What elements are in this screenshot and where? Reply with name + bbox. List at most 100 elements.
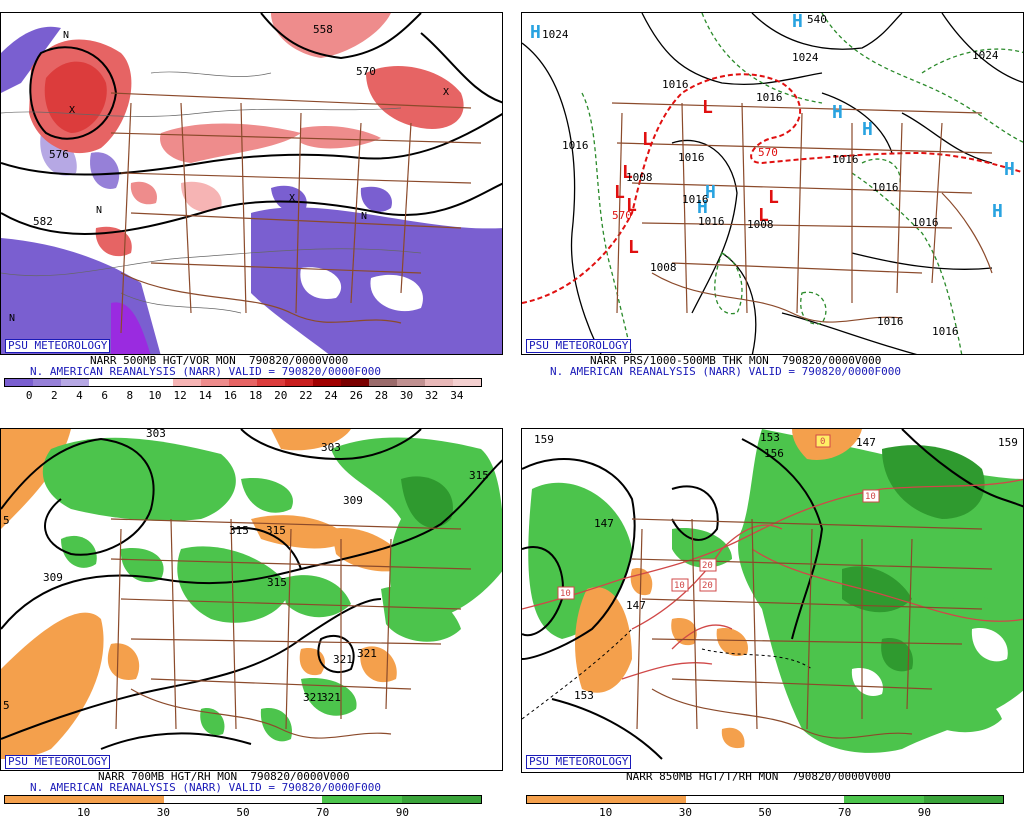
svg-text:159: 159 <box>534 433 554 446</box>
colorbar-tick-label: 50 <box>758 806 772 819</box>
svg-text:0: 0 <box>820 437 825 447</box>
svg-text:303: 303 <box>321 441 341 454</box>
svg-text:1016: 1016 <box>877 315 904 328</box>
colorbar-swatch <box>145 379 173 386</box>
colorbar-tick-label: 2 <box>51 389 58 402</box>
colorbar-swatch <box>764 796 845 803</box>
panel-850mb-t-rh: 159 159 153 156 147 147 147 153 0 10 10 … <box>521 428 1024 773</box>
svg-text:159: 159 <box>998 436 1018 449</box>
low-pressure-marker: L <box>642 129 653 150</box>
svg-text:N: N <box>9 313 15 324</box>
high-pressure-marker: H <box>530 22 541 43</box>
colorbar-tick-label: 14 <box>198 389 212 402</box>
svg-text:20: 20 <box>702 581 713 591</box>
colorbar-tick-label: 32 <box>425 389 439 402</box>
svg-text:315: 315 <box>266 524 286 537</box>
panel-500mb-vorticity: 558 570 576 582 N N N N X X X PSU METEOR… <box>0 12 503 355</box>
colorbar-swatch <box>61 379 89 386</box>
rh700-colorbar-labels: 10 30 50 70 90 <box>4 806 482 819</box>
colorbar-tick-label: 20 <box>274 389 288 402</box>
vorticity-map: 558 570 576 582 N N N N X X X <box>1 13 502 354</box>
svg-text:309: 309 <box>43 571 63 584</box>
colorbar-swatch <box>313 379 341 386</box>
svg-text:147: 147 <box>856 436 876 449</box>
vorticity-colorbar-labels: 0 2 4 6 8 10 12 14 16 18 20 22 24 26 28 30 32 34 <box>4 389 482 403</box>
svg-text:540: 540 <box>807 13 827 26</box>
svg-text:570: 570 <box>758 146 778 159</box>
svg-text:10: 10 <box>560 589 571 599</box>
colorbar-swatch <box>84 796 164 803</box>
colorbar-swatch <box>397 379 425 386</box>
svg-text:1024: 1024 <box>972 49 999 62</box>
svg-text:1008: 1008 <box>626 171 653 184</box>
colorbar-tick-label: 6 <box>101 389 108 402</box>
colorbar-swatch <box>229 379 257 386</box>
colorbar-swatch <box>341 379 369 386</box>
rh700-map: 303 303 315 309 315 315 309 315 321 321 … <box>1 429 502 759</box>
colorbar-tick-label: 10 <box>599 806 613 819</box>
svg-text:5: 5 <box>3 699 10 712</box>
svg-text:1016: 1016 <box>562 139 589 152</box>
high-pressure-marker: H <box>697 197 708 218</box>
colorbar-tick-label: 26 <box>349 389 363 402</box>
colorbar-tick-label: 0 <box>25 389 33 402</box>
svg-text:147: 147 <box>594 517 614 530</box>
rh700-colorbar <box>4 795 482 804</box>
t850-colorbar <box>526 795 1004 804</box>
svg-text:156: 156 <box>764 447 784 460</box>
colorbar-tick-label: 34 <box>450 389 464 402</box>
svg-text:153: 153 <box>574 689 594 702</box>
low-pressure-marker: L <box>626 195 637 216</box>
low-pressure-marker: L <box>702 97 713 118</box>
colorbar-tick-label: 70 <box>838 806 852 819</box>
svg-text:321: 321 <box>357 647 377 660</box>
svg-text:1016: 1016 <box>756 91 783 104</box>
svg-text:10: 10 <box>674 581 685 591</box>
colorbar-tick-label: 90 <box>917 806 931 819</box>
svg-text:1016: 1016 <box>698 215 725 228</box>
panel-700mb-rh: 303 303 315 309 315 315 309 315 321 321 … <box>0 428 503 771</box>
header-line-2: N. AMERICAN REANALYSIS (NARR) VALID = 79… <box>30 365 381 378</box>
low-pressure-marker: L <box>628 237 639 258</box>
header-line-1: NARR 700MB HGT/RH MON 790820/0000V000 <box>98 770 350 783</box>
svg-text:1016: 1016 <box>682 193 709 206</box>
header-line-2: N. AMERICAN REANALYSIS (NARR) VALID = 79… <box>30 781 381 794</box>
high-pressure-marker: H <box>1004 159 1015 180</box>
panel-pressure-thickness: H H H H H H H H L L L L L L L L 1024 102… <box>521 12 1024 355</box>
svg-text:576: 576 <box>49 148 69 161</box>
svg-text:147: 147 <box>626 599 646 612</box>
colorbar-tick-label: 8 <box>126 389 134 402</box>
colorbar-swatch <box>201 379 229 386</box>
colorbar-swatch <box>5 796 85 803</box>
header-line-1: NARR 850MB HGT/T/RH MON 790820/0000V000 <box>626 770 891 783</box>
low-pressure-marker: L <box>622 162 633 183</box>
svg-text:N: N <box>63 30 69 41</box>
colorbar-tick-label: 12 <box>173 389 187 402</box>
svg-text:10: 10 <box>865 492 876 502</box>
colorbar-tick-label: 10 <box>77 806 91 819</box>
high-pressure-marker: H <box>992 201 1003 222</box>
colorbar-tick-label: 4 <box>76 389 83 402</box>
colorbar-swatch <box>242 796 323 803</box>
svg-text:1008: 1008 <box>747 218 774 231</box>
colorbar-swatch <box>173 379 201 386</box>
svg-text:309: 309 <box>343 494 363 507</box>
colorbar-swatch <box>685 796 765 803</box>
colorbar-swatch <box>425 379 453 386</box>
t850-colorbar-labels: 10 30 50 70 90 <box>526 806 1004 819</box>
svg-text:570: 570 <box>612 209 632 222</box>
colorbar-swatch <box>844 796 924 803</box>
svg-text:1016: 1016 <box>662 78 689 91</box>
svg-text:N: N <box>361 211 367 222</box>
svg-text:X: X <box>69 105 75 116</box>
vorticity-colorbar <box>4 378 482 387</box>
colorbar-tick-label: 10 <box>148 389 162 402</box>
colorbar-swatch <box>322 796 402 803</box>
svg-text:1024: 1024 <box>542 28 569 41</box>
header-line-1: NARR PRS/1000-500MB THK MON 790820/0000V… <box>590 354 882 367</box>
colorbar-tick-label: 30 <box>156 806 170 819</box>
colorbar-tick-label: 30 <box>678 806 692 819</box>
colorbar-tick-label: 22 <box>299 389 313 402</box>
colorbar-swatch <box>453 379 481 386</box>
colorbar-tick-label: 18 <box>248 389 263 402</box>
